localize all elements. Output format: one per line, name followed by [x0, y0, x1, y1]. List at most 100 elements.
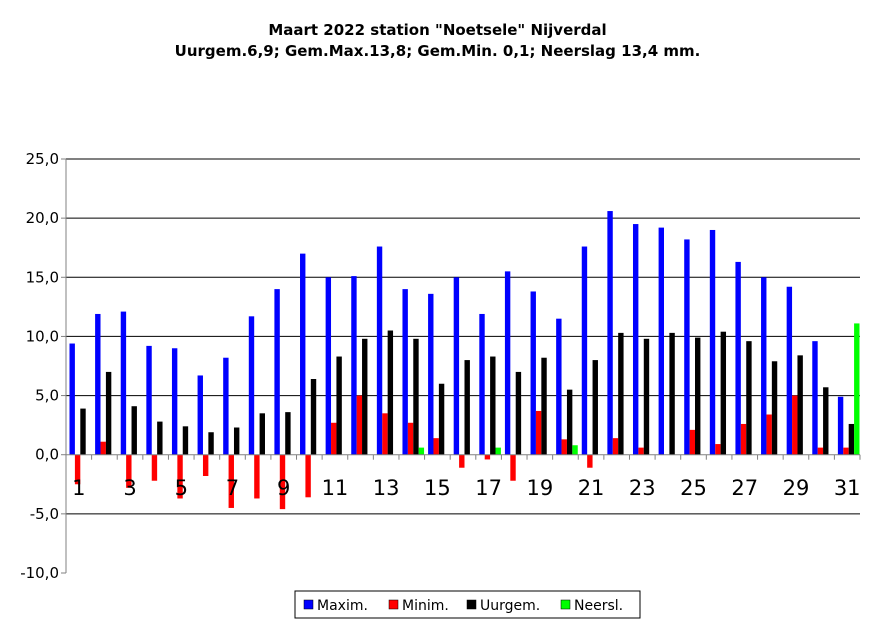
x-tick-label: 29: [783, 476, 810, 500]
bar-uurgem-day-30: [823, 387, 829, 455]
legend-label-neersl: Neersl.: [574, 598, 623, 614]
bar-maxim-day-21: [581, 246, 588, 455]
bar-minim-day-23: [638, 447, 644, 455]
y-tick-label: 20,0: [26, 209, 59, 227]
chart-subtitle: Uurgem.6,9; Gem.Max.13,8; Gem.Min. 0,1; …: [174, 42, 701, 60]
bar-maxim-day-19: [530, 291, 536, 455]
bar-uurgem-day-21: [592, 360, 598, 455]
bar-minim-day-14: [407, 422, 414, 455]
bar-neersl-day-20: [572, 445, 578, 455]
bar-minim-day-27: [740, 423, 747, 455]
legend-label-maxim: Maxim.: [317, 598, 368, 614]
legend-swatch-neersl: [560, 599, 571, 610]
legend: Maxim. Minim. Uurgem. Neersl.: [294, 590, 641, 619]
bar-uurgem-day-27: [746, 341, 752, 455]
x-tick-label: 17: [475, 476, 502, 500]
bar-maxim-day-15: [428, 293, 434, 455]
x-tick-label: 25: [680, 476, 707, 500]
bar-minim-day-22: [612, 438, 619, 455]
bar-maxim-day-8: [248, 316, 255, 455]
bar-uurgem-day-10: [310, 379, 317, 455]
bar-minim-day-26: [715, 444, 721, 455]
bar-uurgem-day-2: [105, 371, 112, 455]
bar-uurgem-day-13: [387, 330, 394, 455]
bar-minim-day-25: [689, 429, 696, 455]
bar-uurgem-day-17: [490, 356, 496, 455]
bar-maxim-day-24: [658, 227, 664, 455]
bar-minim-day-21: [587, 454, 593, 468]
bar-minim-day-12: [356, 395, 363, 455]
bar-uurgem-day-22: [618, 332, 624, 455]
bar-maxim-day-11: [325, 277, 332, 455]
y-tick-labels: 25,0 20,0 15,0 10,0 5,0 0,0 -5,0 -10,0: [20, 150, 59, 582]
x-tick-label: 3: [123, 476, 136, 500]
bar-maxim-day-4: [146, 345, 152, 455]
bar-uurgem-day-14: [413, 338, 419, 455]
bar-maxim-day-20: [556, 318, 562, 455]
bar-neersl-day-31: [854, 323, 860, 455]
x-tick-label: 19: [526, 476, 553, 500]
legend-label-uurgem: Uurgem.: [480, 598, 540, 614]
y-tick-label: -5,0: [30, 505, 59, 523]
bar-uurgem-day-12: [362, 338, 368, 455]
legend-label-minim: Minim.: [402, 598, 449, 614]
axes: [61, 158, 861, 574]
y-tick-label: 10,0: [26, 327, 59, 345]
x-tick-label: 21: [578, 476, 605, 500]
bar-uurgem-day-16: [464, 360, 470, 455]
bar-uurgem-day-20: [566, 389, 573, 455]
legend-swatch-uurgem: [466, 599, 477, 610]
bar-maxim-day-5: [171, 348, 178, 455]
bar-maxim-day-29: [786, 286, 793, 455]
bar-uurgem-day-23: [643, 338, 650, 455]
bar-minim-day-19: [535, 410, 542, 455]
x-tick-label: 7: [226, 476, 239, 500]
bar-minim-day-8: [254, 454, 260, 499]
bar-uurgem-day-4: [157, 421, 163, 455]
x-tick-label: 1: [72, 476, 85, 500]
bar-maxim-day-7: [223, 357, 229, 455]
bar-maxim-day-31: [837, 396, 844, 455]
bar-uurgem-day-3: [131, 406, 137, 455]
bar-uurgem-day-18: [515, 371, 522, 455]
bar-minim-day-5: [177, 454, 183, 499]
bar-minim-day-20: [561, 439, 567, 455]
x-tick-labels: 1 3 5 7 9 11 13 15 17 19 21 23 25 27 29 31: [72, 476, 860, 500]
bar-uurgem-day-5: [182, 426, 189, 455]
bar-uurgem-day-26: [720, 331, 727, 455]
bar-maxim-day-12: [351, 276, 357, 455]
bar-uurgem-day-24: [669, 332, 675, 455]
y-tick-label: 15,0: [26, 268, 59, 286]
bar-minim-day-7: [228, 454, 234, 508]
x-tick-label: 9: [277, 476, 290, 500]
bar-maxim-day-27: [735, 261, 741, 455]
bar-maxim-day-9: [274, 289, 280, 455]
legend-swatch-minim: [388, 599, 399, 610]
x-tick-label: 13: [373, 476, 400, 500]
bar-maxim-day-18: [504, 271, 511, 455]
bar-minim-day-3: [126, 454, 132, 488]
gridlines: [66, 158, 860, 515]
bar-maxim-day-14: [402, 289, 408, 455]
bar-maxim-day-16: [453, 277, 460, 455]
bar-maxim-day-25: [684, 239, 690, 455]
bar-uurgem-day-8: [259, 413, 265, 455]
bar-minim-day-4: [151, 454, 158, 481]
bar-minim-day-18: [510, 454, 516, 481]
bar-minim-day-17: [484, 454, 491, 460]
bars: [69, 211, 860, 510]
bar-uurgem-day-6: [208, 432, 214, 455]
bar-maxim-day-22: [607, 211, 613, 455]
bar-minim-day-29: [792, 395, 798, 455]
bar-minim-day-10: [305, 454, 311, 498]
bar-maxim-day-17: [479, 313, 485, 455]
chart-title: Maart 2022 station "Noetsele" Nijverdal: [268, 21, 607, 39]
x-tick-label: 27: [731, 476, 758, 500]
bar-neersl-day-17: [495, 447, 501, 455]
bar-minim-day-28: [766, 414, 772, 455]
bar-minim-day-11: [331, 422, 337, 455]
bar-maxim-day-6: [197, 375, 203, 455]
bar-uurgem-day-11: [336, 356, 342, 455]
legend-swatch-maxim: [303, 599, 314, 610]
